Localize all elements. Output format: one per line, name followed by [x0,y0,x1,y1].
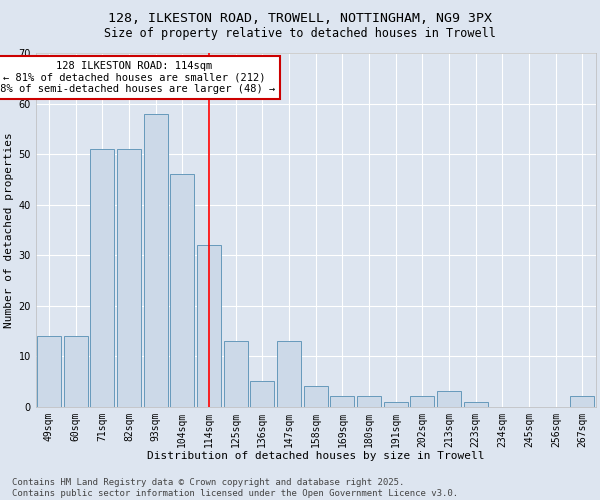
Bar [117,149,141,406]
Text: 128 ILKESTON ROAD: 114sqm
← 81% of detached houses are smaller (212)
18% of semi: 128 ILKESTON ROAD: 114sqm ← 81% of detac… [0,60,275,94]
X-axis label: Distribution of detached houses by size in Trowell: Distribution of detached houses by size … [147,451,484,461]
Text: Contains HM Land Registry data © Crown copyright and database right 2025.
Contai: Contains HM Land Registry data © Crown c… [12,478,458,498]
Bar [437,392,461,406]
Y-axis label: Number of detached properties: Number of detached properties [4,132,14,328]
Bar [170,174,194,406]
Bar [410,396,434,406]
Bar [304,386,328,406]
Bar [384,402,408,406]
Bar [464,402,488,406]
Bar [277,341,301,406]
Bar [331,396,355,406]
Bar [90,149,114,406]
Text: 128, ILKESTON ROAD, TROWELL, NOTTINGHAM, NG9 3PX: 128, ILKESTON ROAD, TROWELL, NOTTINGHAM,… [108,12,492,26]
Bar [143,114,167,406]
Bar [571,396,595,406]
Text: Size of property relative to detached houses in Trowell: Size of property relative to detached ho… [104,28,496,40]
Bar [64,336,88,406]
Bar [250,382,274,406]
Bar [37,336,61,406]
Bar [224,341,248,406]
Bar [197,245,221,406]
Bar [357,396,381,406]
